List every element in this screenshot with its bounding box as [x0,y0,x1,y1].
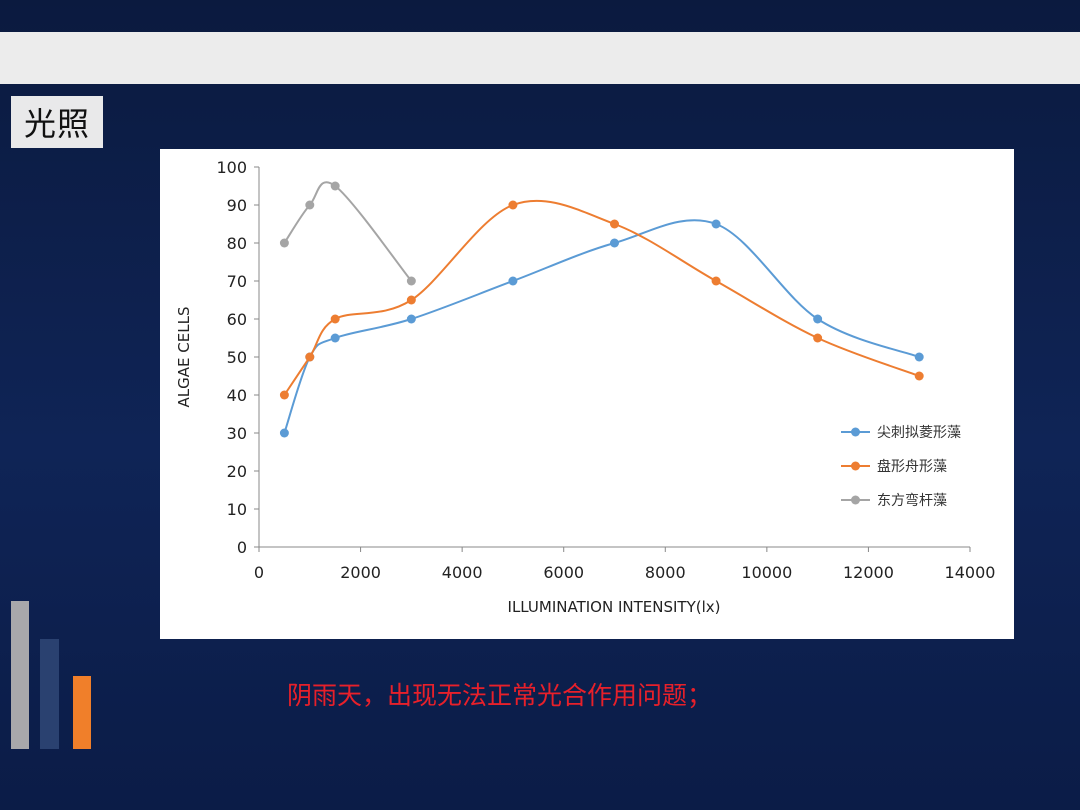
legend-marker-1 [851,427,860,437]
decorative-bar-orange [73,676,91,749]
series-1-point [508,276,518,286]
y-tick-label: 100 [216,158,247,177]
slide-caption: 阴雨天，出现无法正常光合作用问题； [287,681,713,710]
series-2-point [813,333,823,343]
x-tick-label: 14000 [945,563,996,582]
series-3-point [330,181,340,191]
x-tick-label: 2000 [340,563,381,582]
series-1-point [330,333,340,343]
series-1-point [610,238,619,248]
y-tick-label: 60 [227,310,247,329]
series-2-point [610,219,619,229]
legend-marker-2 [851,461,860,471]
y-tick-label: 90 [227,196,247,215]
y-tick-label: 20 [227,462,247,481]
series-1-point [914,352,924,362]
series-3-point [406,276,416,286]
series-1-point [813,314,823,324]
series-1-point [279,428,289,438]
y-tick-label: 30 [227,424,247,443]
x-tick-label: 8000 [645,563,686,582]
x-tick-label: 10000 [741,563,792,582]
series-1-point [711,219,721,229]
series-2-point [711,276,721,286]
y-tick-label: 0 [237,538,247,557]
x-tick-label: 0 [254,563,264,582]
legend-label-3: 东方弯杆藻 [877,492,947,509]
y-tick-label: 40 [227,386,247,405]
series-3-point [305,200,315,210]
y-tick-label: 10 [227,500,247,519]
series-2-point [330,314,340,324]
x-tick-label: 12000 [843,563,894,582]
x-tick-label: 6000 [543,563,584,582]
decorative-bar-navy [40,639,59,749]
decorative-bar-gray [11,601,29,749]
y-tick-label: 50 [227,348,247,367]
legend-label-2: 盘形舟形藻 [877,458,947,475]
x-axis-title: ILLUMINATION INTENSITY(lx) [508,598,721,616]
series-line-3 [283,181,413,282]
series-2-point [279,390,289,400]
chart-panel: 0 10 20 30 40 50 60 70 80 90 100 0 2000 4000 6000 8000… [160,149,1014,639]
slide-title-box: 光照 [11,96,103,148]
y-axis-title: ALGAE CELLS [175,307,193,408]
series-1-point [406,314,416,324]
series-2-point [508,200,518,210]
x-tick-label: 4000 [442,563,483,582]
series-3-point [279,238,289,248]
legend-marker-3 [851,495,860,505]
y-tick-label: 80 [227,234,247,253]
y-tick-label: 70 [227,272,247,291]
series-line-2 [283,199,920,396]
series-2-point [406,295,416,305]
slide-title: 光照 [23,105,90,143]
series-line-1 [283,219,920,434]
line-chart: 0 10 20 30 40 50 60 70 80 90 100 0 2000 4000 6000 8000… [175,158,996,616]
header-band [0,32,1080,84]
legend-label-1: 尖刺拟菱形藻 [877,425,961,441]
series-2-point [914,371,924,381]
series-2-point [305,352,315,362]
